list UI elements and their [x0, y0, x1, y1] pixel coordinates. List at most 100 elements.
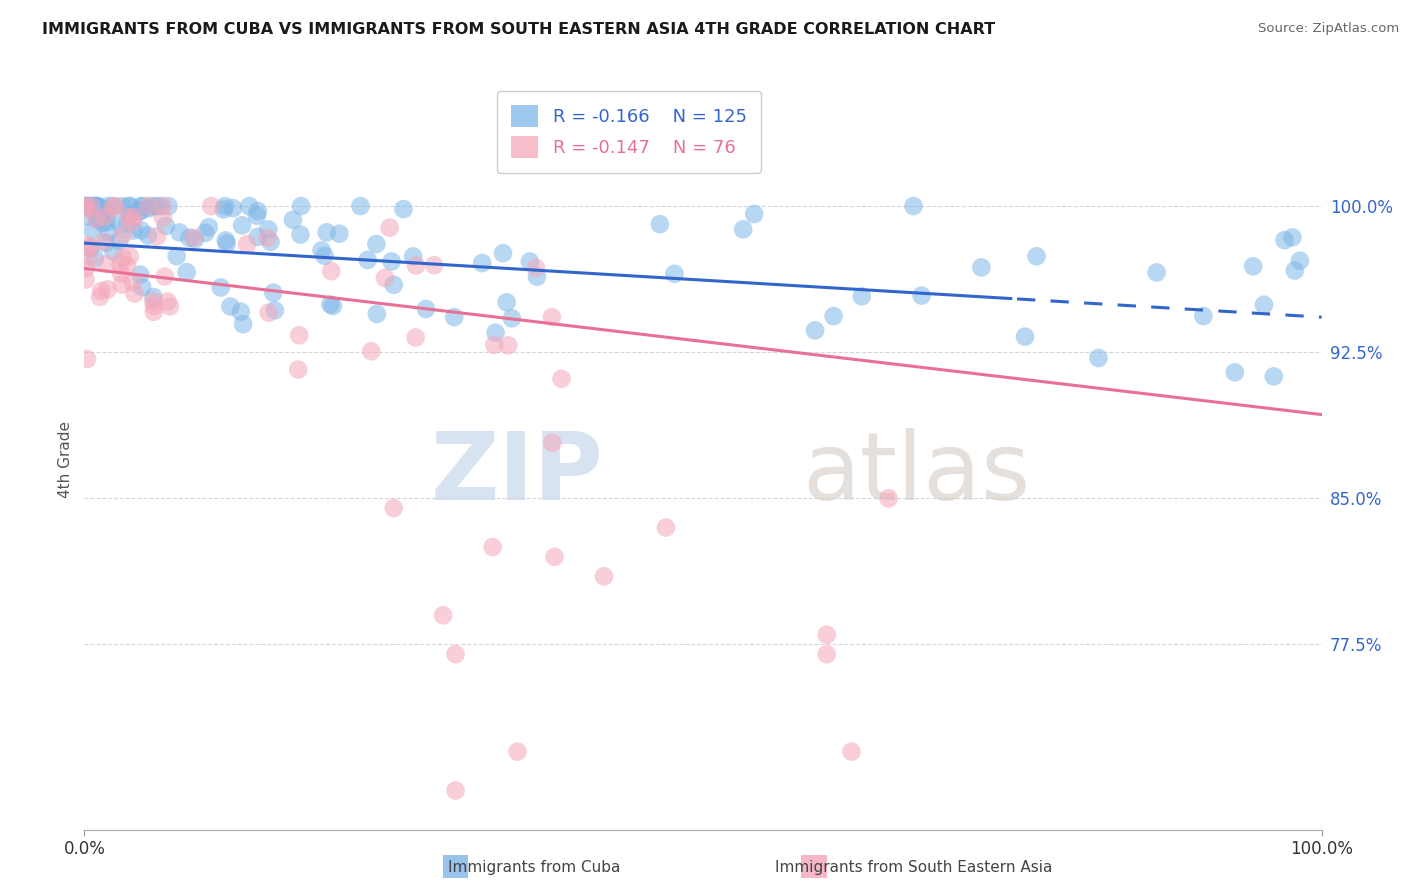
Point	[159, 300, 181, 314]
Point	[115, 259, 138, 273]
Point	[149, 199, 172, 213]
Point	[541, 435, 564, 450]
Point	[903, 199, 925, 213]
Point	[423, 258, 446, 272]
Point	[118, 249, 141, 263]
Point	[87, 212, 110, 227]
Point	[122, 210, 145, 224]
Point	[120, 208, 142, 222]
Text: IMMIGRANTS FROM CUBA VS IMMIGRANTS FROM SOUTH EASTERN ASIA 4TH GRADE CORRELATION: IMMIGRANTS FROM CUBA VS IMMIGRANTS FROM …	[42, 22, 995, 37]
Point	[1274, 233, 1296, 247]
Point	[76, 199, 98, 213]
Point	[121, 275, 143, 289]
Point	[259, 235, 281, 249]
Point	[184, 232, 207, 246]
Point	[877, 491, 900, 506]
Point	[101, 200, 124, 214]
Point	[141, 199, 163, 213]
Text: Source: ZipAtlas.com: Source: ZipAtlas.com	[1258, 22, 1399, 36]
Point	[287, 362, 309, 376]
Point	[319, 297, 342, 311]
Point	[1253, 298, 1275, 312]
Point	[129, 203, 152, 218]
Point	[152, 211, 174, 225]
Point	[415, 301, 437, 316]
Point	[229, 304, 252, 318]
Point	[110, 257, 132, 271]
Point	[86, 212, 108, 227]
Point	[382, 277, 405, 292]
Point	[290, 227, 312, 242]
Point	[75, 272, 97, 286]
Point	[122, 223, 145, 237]
Point	[501, 311, 523, 326]
Point	[823, 309, 845, 323]
Point	[152, 199, 174, 213]
Point	[209, 280, 232, 294]
Point	[97, 282, 120, 296]
Point	[236, 237, 259, 252]
Point	[231, 219, 253, 233]
Point	[129, 268, 152, 282]
Point	[264, 303, 287, 318]
Point	[648, 217, 671, 231]
Point	[288, 328, 311, 343]
Point	[77, 199, 100, 213]
Point	[96, 207, 118, 221]
Point	[129, 199, 152, 213]
Point	[321, 264, 343, 278]
Point	[443, 310, 465, 324]
Point	[145, 199, 167, 213]
Point	[311, 244, 333, 258]
Point	[111, 251, 134, 265]
Point	[94, 235, 117, 250]
Point	[124, 286, 146, 301]
Point	[117, 210, 139, 224]
Point	[84, 199, 107, 213]
Point	[94, 210, 117, 224]
Point	[444, 647, 467, 661]
Point	[153, 269, 176, 284]
Point	[169, 226, 191, 240]
Point	[76, 210, 98, 224]
Point	[315, 225, 337, 239]
Point	[200, 199, 222, 213]
Point	[432, 608, 454, 623]
Text: Immigrants from Cuba: Immigrants from Cuba	[449, 860, 620, 874]
Point	[101, 199, 124, 213]
Point	[405, 259, 427, 273]
Point	[87, 199, 110, 213]
Point	[257, 222, 280, 236]
Point	[851, 289, 873, 303]
Point	[349, 199, 371, 213]
Point	[238, 199, 260, 213]
Point	[222, 201, 245, 215]
Point	[405, 330, 427, 344]
Point	[194, 226, 217, 240]
Point	[76, 351, 98, 366]
Point	[77, 241, 100, 255]
Point	[481, 540, 503, 554]
Point	[281, 212, 304, 227]
Point	[104, 199, 127, 213]
Point	[214, 199, 236, 213]
Point	[664, 267, 686, 281]
Point	[83, 252, 105, 266]
Point	[815, 647, 838, 661]
Point	[392, 202, 415, 216]
Point	[1289, 253, 1312, 268]
Point	[1223, 365, 1246, 379]
Point	[89, 209, 111, 223]
Point	[157, 199, 180, 213]
Point	[496, 338, 519, 352]
Point	[132, 199, 155, 213]
Point	[115, 217, 138, 231]
Point	[593, 569, 616, 583]
Point	[142, 305, 165, 319]
Point	[970, 260, 993, 275]
Point	[82, 223, 104, 237]
Point	[1192, 309, 1215, 323]
Y-axis label: 4th Grade: 4th Grade	[58, 421, 73, 498]
Point	[136, 228, 159, 243]
Point	[484, 338, 506, 352]
